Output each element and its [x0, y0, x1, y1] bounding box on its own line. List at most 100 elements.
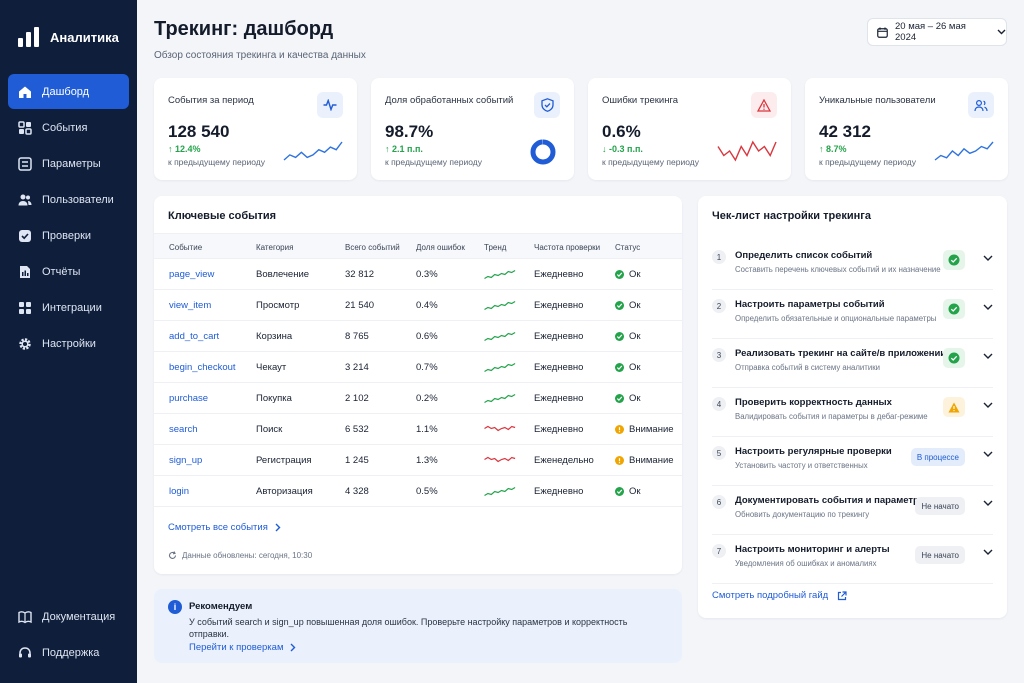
table-cell: 0.7% — [416, 362, 438, 373]
event-name-link[interactable]: page_view — [169, 269, 215, 280]
trend-line — [484, 362, 516, 373]
event-name-link[interactable]: search — [169, 424, 198, 435]
column-header[interactable]: Тренд — [484, 243, 507, 252]
column-header[interactable]: Всего событий — [345, 243, 400, 252]
step-title: Проверить корректность данных — [735, 397, 892, 408]
table-cell: 1 245 — [345, 455, 369, 466]
sidebar-item-parameters[interactable]: Параметры — [8, 146, 129, 181]
table-row[interactable]: purchase Покупка 2 102 0.2% Ежедневно Ок — [154, 383, 682, 414]
table-row[interactable]: begin_checkout Чекаут 3 214 0.7% Ежедневно Ок — [154, 352, 682, 383]
trend-line — [484, 393, 516, 404]
trend-sparkline — [484, 456, 516, 463]
step-status-badge: Не начато — [915, 497, 965, 515]
done-check-icon — [943, 299, 965, 319]
checklist-step[interactable]: 5 Настроить регулярные проверки Установить… — [712, 437, 993, 486]
checklist-step[interactable]: 6 Документировать события и параметры Обно… — [712, 486, 993, 535]
chevron-down-icon[interactable] — [983, 451, 993, 458]
chevron-down-icon[interactable] — [983, 549, 993, 556]
check-shield-icon — [19, 229, 31, 242]
table-row[interactable]: add_to_cart Корзина 8 765 0.6% Ежедневно Ок — [154, 321, 682, 352]
sidebar-item-checks[interactable]: Проверки — [8, 218, 129, 253]
kpi-card-events[interactable]: События за период 128 540 ↑ 12.4% к пред… — [154, 78, 357, 180]
sidebar-item-label: Параметры — [42, 157, 101, 170]
table-cell: Еженедельно — [534, 455, 594, 466]
kpi-card-unique-users[interactable]: Уникальные пользователи 42 312 ↑ 8.7% к … — [805, 78, 1008, 180]
shield-check-icon — [540, 98, 554, 112]
sidebar-item-events[interactable]: События — [8, 110, 129, 145]
chevron-down-icon[interactable] — [983, 353, 993, 360]
status-badge: Ок — [615, 269, 641, 280]
sidebar-item-integrations[interactable]: Интеграции — [8, 290, 129, 325]
column-header[interactable]: Событие — [169, 243, 203, 252]
external-link-icon — [838, 590, 847, 600]
sidebar-item-reports[interactable]: Отчёты — [8, 254, 129, 289]
link-label: Смотреть подробный гайд — [712, 590, 829, 601]
step-title: Настроить мониторинг и алерты — [735, 544, 890, 555]
step-number: 3 — [712, 348, 726, 362]
sparkline-path — [934, 141, 994, 161]
trend-line — [484, 456, 516, 463]
book-icon — [18, 610, 32, 623]
data-updated-note: Данные обновлены: сегодня, 10:30 — [168, 551, 312, 560]
sidebar-item-settings[interactable]: Настройки — [8, 326, 129, 361]
column-header[interactable]: Статус — [615, 243, 641, 252]
status-label: Ок — [629, 331, 641, 342]
brand[interactable]: Аналитика — [0, 0, 137, 74]
event-name-link[interactable]: purchase — [169, 393, 209, 404]
kpi-sparkline — [717, 140, 777, 162]
date-range-picker[interactable]: 20 мая – 26 мая 2024 — [867, 18, 1007, 46]
status-label: Внимание — [629, 455, 674, 466]
warning-circle-icon — [615, 456, 624, 465]
see-all-events-link[interactable]: Смотреть все события — [168, 522, 281, 533]
chevron-down-icon[interactable] — [983, 500, 993, 507]
table-row[interactable]: page_view Вовлечение 32 812 0.3% Ежедневно Ок — [154, 259, 682, 290]
recommendation-title: Рекомендуем — [189, 601, 253, 612]
grid-icon — [18, 120, 32, 135]
page-title: Трекинг: дашборд — [154, 18, 334, 40]
warning-circle-icon — [615, 425, 624, 434]
sidebar-bottom: Документация Поддержка — [0, 599, 137, 671]
column-header[interactable]: Доля ошибок — [416, 243, 465, 252]
kpi-title: Доля обработанных событий — [385, 95, 514, 106]
card-title: Ключевые события — [168, 210, 277, 222]
kpi-card-errors[interactable]: Ошибки трекинга 0.6% ↓ -0.3 п.п. к преды… — [588, 78, 791, 180]
step-status-badge: Не начато — [915, 546, 965, 564]
status-badge: Ок — [615, 486, 641, 497]
chevron-down-icon[interactable] — [983, 402, 993, 409]
sparkline-path — [717, 140, 777, 162]
sidebar-item-dashboard[interactable]: Дашборд — [8, 74, 129, 109]
event-name-link[interactable]: login — [169, 486, 190, 497]
table-row[interactable]: sign_up Регистрация 1 245 1.3% Еженедельно Вн… — [154, 445, 682, 476]
checklist-step[interactable]: 3 Реализовать трекинг на сайте/в приложен… — [712, 339, 993, 388]
event-name-link[interactable]: begin_checkout — [169, 362, 236, 373]
kpi-card-processed[interactable]: Доля обработанных событий 98.7% ↑ 2.1 п.… — [371, 78, 574, 180]
checklist-step[interactable]: 1 Определить список событий Составить пере… — [712, 241, 993, 290]
table-row[interactable]: login Авторизация 4 328 0.5% Ежедневно Ок — [154, 476, 682, 507]
step-description: Составить перечень ключевых событий и их… — [735, 265, 941, 274]
checklist-step[interactable]: 2 Настроить параметры событий Определить о… — [712, 290, 993, 339]
table-cell: Ежедневно — [534, 300, 584, 311]
go-to-checks-link[interactable]: Перейти к проверкам — [189, 642, 296, 653]
sidebar-item-label: Дашборд — [42, 85, 90, 98]
column-header[interactable]: Частота проверки — [534, 243, 601, 252]
event-name-link[interactable]: sign_up — [169, 455, 203, 466]
sidebar-item-support[interactable]: Поддержка — [8, 635, 129, 670]
sidebar-item-users[interactable]: Пользователи — [8, 182, 129, 217]
event-name-link[interactable]: view_item — [169, 300, 212, 311]
chevron-down-icon[interactable] — [983, 304, 993, 311]
table-cell: Ежедневно — [534, 362, 584, 373]
detailed-guide-link[interactable]: Смотреть подробный гайд — [712, 590, 847, 601]
checklist-step[interactable]: 4 Проверить корректность данных Валидирова… — [712, 388, 993, 437]
event-name-link[interactable]: add_to_cart — [169, 331, 220, 342]
headset-icon — [19, 646, 31, 657]
trend-line — [484, 425, 516, 432]
step-number: 6 — [712, 495, 726, 509]
chevron-down-icon[interactable] — [983, 255, 993, 262]
column-header[interactable]: Категория — [256, 243, 294, 252]
sidebar-item-documentation[interactable]: Документация — [8, 599, 129, 634]
table-row[interactable]: search Поиск 6 532 1.1% Ежедневно Внимание — [154, 414, 682, 445]
table-row[interactable]: view_item Просмотр 21 540 0.4% Ежедневно Ок — [154, 290, 682, 321]
checklist-step[interactable]: 7 Настроить мониторинг и алерты Уведомлени… — [712, 535, 993, 584]
calendar-icon — [877, 27, 888, 38]
step-title: Документировать события и параметры — [735, 495, 927, 506]
